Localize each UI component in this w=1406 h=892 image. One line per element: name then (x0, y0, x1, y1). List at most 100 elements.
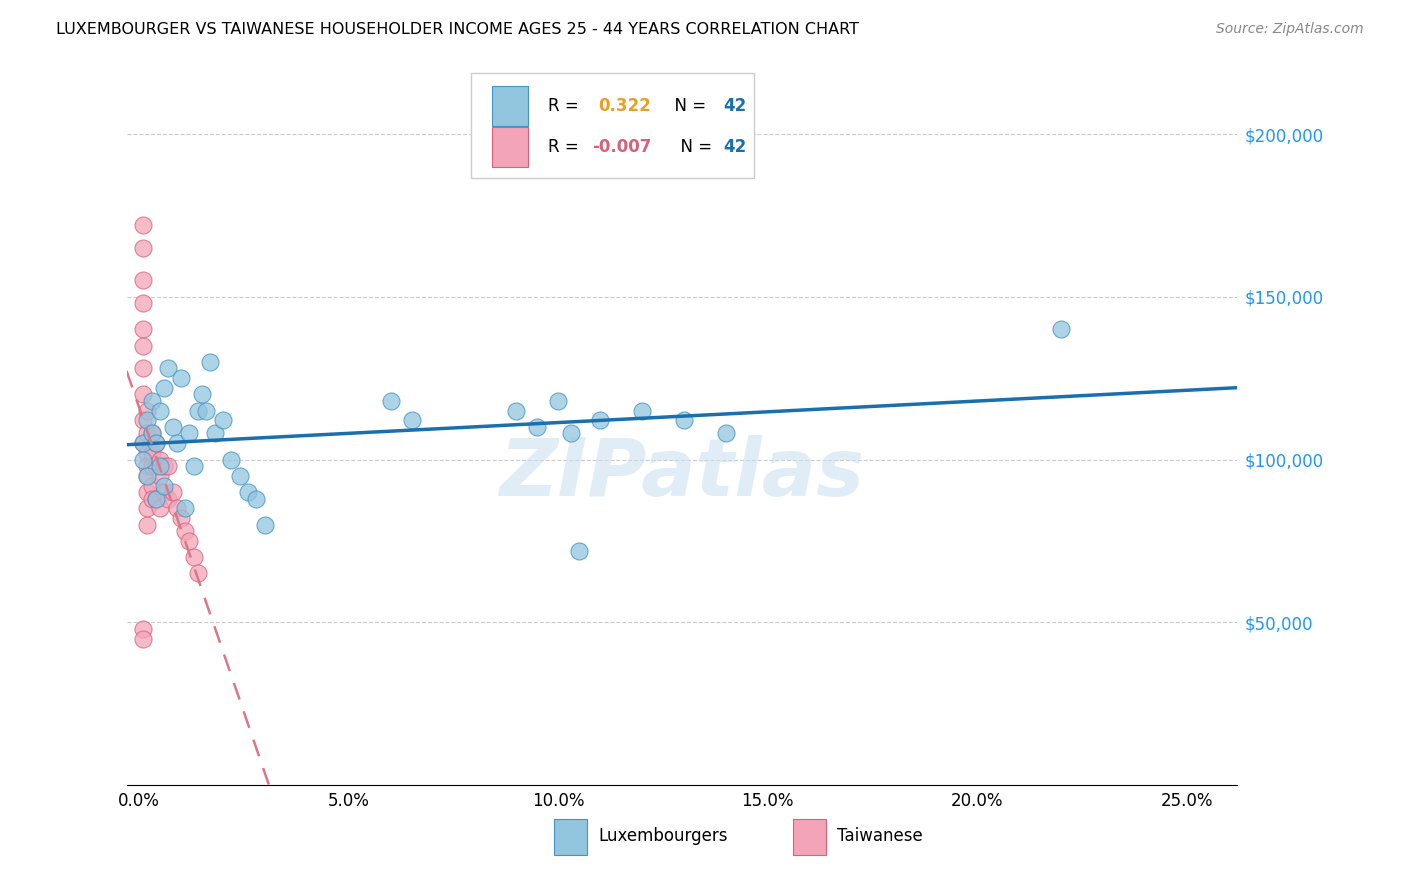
Point (149, 403, 172, 417)
Point (132, 218, 155, 232)
FancyBboxPatch shape (471, 73, 754, 178)
Point (153, 381, 176, 395)
Point (672, 413, 695, 427)
Point (132, 632, 155, 646)
Point (212, 413, 235, 427)
Point (149, 452, 172, 467)
Point (401, 413, 423, 427)
Point (136, 501, 159, 516)
Point (228, 468, 250, 483)
Point (179, 533, 201, 548)
Text: Luxembourgers: Luxembourgers (599, 827, 728, 845)
Point (132, 436, 155, 450)
Text: LUXEMBOURGER VS TAIWANESE HOUSEHOLDER INCOME AGES 25 - 44 YEARS CORRELATION CHAR: LUXEMBOURGER VS TAIWANESE HOUSEHOLDER IN… (56, 22, 859, 37)
Point (145, 436, 167, 450)
Point (547, 393, 569, 408)
Point (132, 241, 155, 255)
Point (179, 426, 201, 441)
Bar (492, 128, 527, 167)
Point (631, 403, 654, 417)
Point (166, 436, 188, 450)
Point (149, 501, 172, 516)
Point (162, 485, 184, 500)
Point (589, 413, 612, 427)
Text: R =: R = (547, 97, 589, 115)
Point (157, 361, 180, 376)
Point (505, 403, 527, 417)
Text: 42: 42 (723, 138, 747, 156)
Point (170, 371, 193, 385)
Point (149, 458, 172, 473)
Point (132, 273, 155, 287)
Point (132, 387, 155, 401)
Point (149, 468, 172, 483)
Point (132, 296, 155, 310)
Point (526, 420, 548, 434)
Point (132, 361, 155, 376)
Point (136, 468, 159, 483)
Point (191, 387, 214, 401)
Point (145, 491, 167, 506)
Point (195, 403, 218, 417)
Point (132, 452, 155, 467)
Point (560, 426, 582, 441)
Point (153, 485, 176, 500)
Point (187, 403, 209, 417)
Point (157, 458, 180, 473)
Text: Taiwanese: Taiwanese (838, 827, 924, 845)
Point (183, 458, 205, 473)
Bar (492, 87, 527, 126)
Point (153, 458, 176, 473)
Point (187, 566, 209, 581)
Point (1050, 322, 1073, 336)
Point (245, 491, 267, 506)
Point (141, 491, 163, 506)
Point (170, 511, 193, 525)
Point (132, 322, 155, 336)
Point (136, 517, 159, 532)
Text: N =: N = (664, 97, 711, 115)
Point (568, 543, 591, 558)
Text: ZIPatlas: ZIPatlas (499, 435, 865, 513)
Point (136, 458, 159, 473)
Point (132, 413, 155, 427)
Text: N =: N = (669, 138, 717, 156)
Point (136, 413, 159, 427)
Text: Source: ZipAtlas.com: Source: ZipAtlas.com (1216, 22, 1364, 37)
Text: 42: 42 (723, 97, 747, 115)
Point (141, 446, 163, 460)
Point (132, 622, 155, 636)
Text: -0.007: -0.007 (592, 138, 651, 156)
Point (204, 426, 226, 441)
Point (183, 550, 205, 565)
Point (380, 393, 402, 408)
Point (145, 458, 167, 473)
Point (221, 452, 243, 467)
Text: 0.322: 0.322 (599, 97, 651, 115)
Point (166, 501, 188, 516)
Text: R =: R = (547, 138, 583, 156)
Point (136, 468, 159, 483)
Point (714, 426, 737, 441)
Point (141, 426, 163, 441)
Point (141, 458, 163, 473)
Point (141, 478, 163, 492)
Point (132, 338, 155, 352)
Point (141, 426, 163, 441)
Point (141, 393, 163, 408)
Point (145, 491, 167, 506)
Point (136, 403, 159, 417)
Point (153, 478, 176, 492)
Point (136, 485, 159, 500)
Point (132, 436, 155, 450)
Point (200, 355, 222, 369)
Bar (793, 819, 827, 855)
Point (136, 446, 159, 460)
Point (236, 485, 259, 500)
Bar (554, 819, 588, 855)
Point (145, 436, 167, 450)
Point (157, 491, 180, 506)
Point (174, 524, 197, 538)
Point (174, 501, 197, 516)
Point (162, 420, 184, 434)
